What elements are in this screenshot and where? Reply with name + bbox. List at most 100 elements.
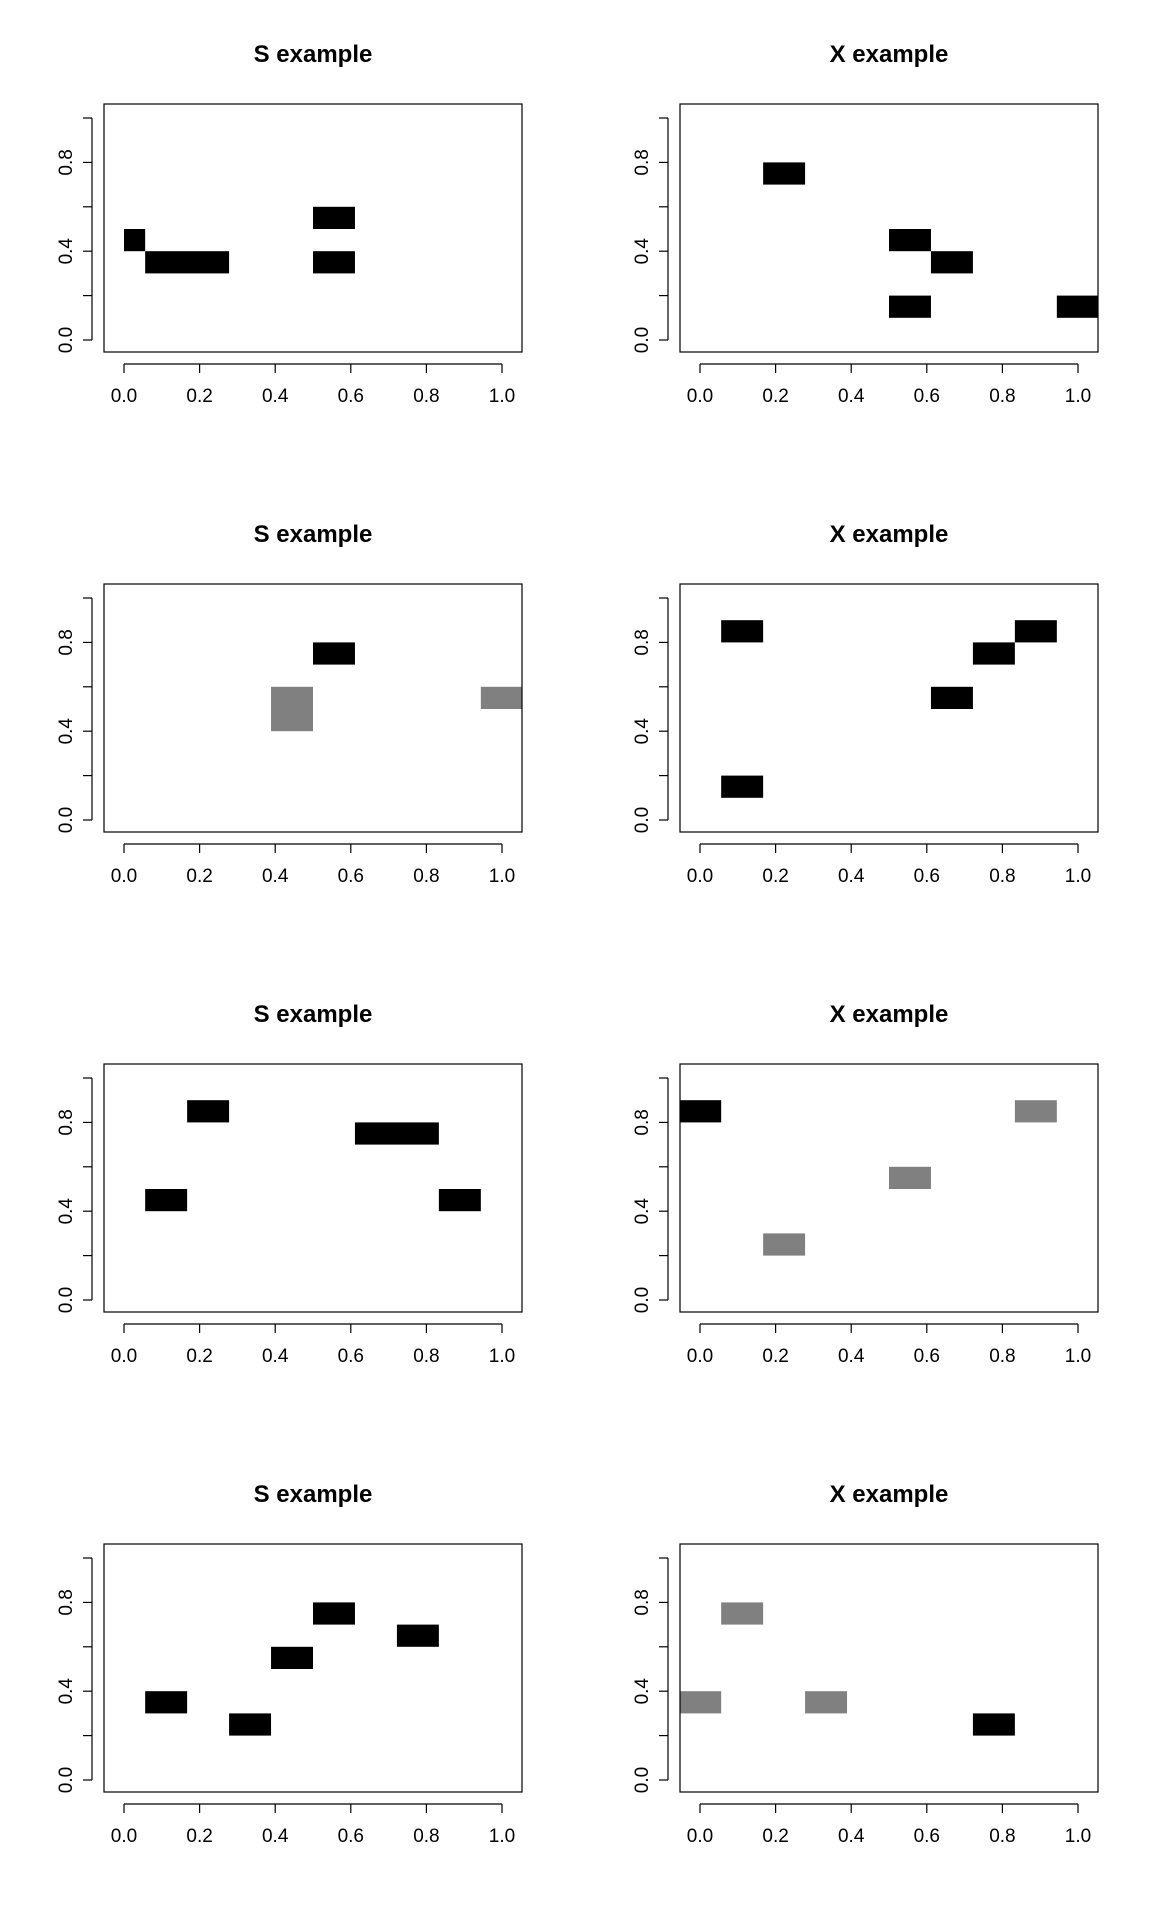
x-tick-label: 0.2	[762, 1346, 788, 1367]
y-tick-label: 0.4	[56, 238, 77, 265]
x-tick-label: 0.2	[186, 1346, 212, 1367]
x-tick-label: 0.4	[838, 1826, 865, 1847]
y-tick-label: 0.0	[632, 807, 653, 833]
x-tick-label: 0.6	[338, 1346, 364, 1367]
y-tick-label: 0.8	[632, 149, 653, 175]
x-tick-label: 1.0	[489, 386, 515, 407]
chart-panel: S example 0.0 0.2 0.4 0.6 0.8 1.0 0.0 0.4 0.8	[56, 521, 523, 887]
heatmap-cell	[889, 1166, 931, 1189]
heatmap-cell	[721, 775, 764, 798]
y-tick-label: 0.4	[632, 1198, 653, 1225]
y-tick-label: 0.8	[56, 1109, 77, 1135]
y-tick-label: 0.0	[632, 1767, 653, 1793]
heatmap-cell	[721, 1602, 764, 1625]
y-tick-label: 0.0	[56, 1767, 77, 1793]
x-tick-label: 1.0	[1065, 386, 1091, 407]
y-tick-label: 0.8	[56, 149, 77, 175]
x-tick-label: 0.4	[262, 866, 289, 887]
heatmap-cell	[1056, 295, 1098, 318]
chart-title: X example	[830, 521, 949, 548]
heatmap-cell	[721, 620, 764, 643]
x-tick-label: 0.2	[762, 386, 788, 407]
x-tick-label: 0.0	[687, 1346, 713, 1367]
x-tick-label: 1.0	[1065, 1346, 1091, 1367]
heatmap-cell	[972, 1713, 1015, 1736]
y-tick-label: 0.4	[56, 1198, 77, 1225]
chart-title: S example	[254, 41, 373, 68]
y-tick-label: 0.4	[632, 718, 653, 745]
cells-layer	[145, 1100, 481, 1212]
y-tick-label: 0.8	[632, 629, 653, 655]
x-tick-label: 0.8	[413, 1826, 439, 1847]
heatmap-cell	[187, 1100, 230, 1123]
x-tick-label: 0.4	[262, 1826, 289, 1847]
y-tick-label: 0.0	[56, 807, 77, 833]
y-tick-label: 0.8	[56, 629, 77, 655]
heatmap-cell	[229, 1713, 272, 1736]
x-tick-label: 0.6	[338, 866, 364, 887]
heatmap-cell	[972, 642, 1015, 665]
x-tick-label: 1.0	[1065, 1826, 1091, 1847]
heatmap-cell	[145, 1691, 188, 1714]
plot-frame	[679, 1063, 1099, 1313]
heatmap-cell	[763, 1233, 806, 1256]
heatmap-cell	[145, 1189, 188, 1212]
x-tick-label: 0.2	[186, 866, 212, 887]
x-tick-label: 0.4	[262, 1346, 289, 1367]
x-tick-label: 0.8	[989, 1826, 1015, 1847]
y-tick-label: 0.0	[56, 1287, 77, 1313]
x-tick-label: 0.4	[838, 386, 865, 407]
heatmap-cell	[271, 686, 313, 732]
plot-frame	[679, 103, 1099, 353]
x-tick-label: 0.0	[111, 386, 137, 407]
chart-title: S example	[254, 1001, 373, 1028]
heatmap-cell	[763, 162, 806, 185]
chart-title: S example	[254, 521, 373, 548]
plot-frame	[103, 1063, 523, 1313]
cells-layer	[271, 642, 522, 732]
heatmap-cell	[438, 1189, 481, 1212]
x-tick-label: 0.6	[338, 386, 364, 407]
x-tick-label: 0.0	[687, 866, 713, 887]
heatmap-cell	[313, 251, 355, 274]
chart-panel: X example 0.0 0.2 0.4 0.6 0.8 1.0 0.0 0.4 0.8	[632, 521, 1099, 887]
y-tick-label: 0.0	[632, 1287, 653, 1313]
y-tick-label: 0.0	[632, 327, 653, 353]
x-tick-label: 1.0	[1065, 866, 1091, 887]
plot-frame	[103, 583, 523, 833]
x-tick-label: 0.6	[914, 1346, 940, 1367]
plot-frame	[679, 1543, 1099, 1793]
heatmap-cell	[313, 1602, 355, 1625]
x-tick-label: 0.6	[338, 1826, 364, 1847]
heatmap-cell	[313, 206, 355, 229]
x-tick-label: 0.6	[914, 866, 940, 887]
y-tick-label: 0.4	[632, 238, 653, 265]
plot-frame	[679, 583, 1099, 833]
x-tick-label: 0.2	[186, 386, 212, 407]
x-tick-label: 0.8	[989, 866, 1015, 887]
heatmap-cell	[396, 1624, 439, 1647]
chart-title: S example	[254, 1481, 373, 1508]
x-tick-label: 1.0	[489, 866, 515, 887]
cells-layer	[124, 206, 355, 274]
cells-layer	[763, 162, 1098, 318]
chart-title: X example	[830, 1001, 949, 1028]
heatmap-cell	[1014, 620, 1057, 643]
chart-panel: X example 0.0 0.2 0.4 0.6 0.8 1.0 0.0 0.4 0.8	[632, 1001, 1099, 1367]
y-tick-label: 0.4	[632, 1678, 653, 1705]
x-tick-label: 0.6	[914, 386, 940, 407]
cells-layer	[721, 620, 1057, 798]
x-tick-label: 0.8	[413, 386, 439, 407]
heatmap-cell	[271, 1646, 313, 1669]
x-tick-label: 0.2	[186, 1826, 212, 1847]
y-tick-label: 0.8	[632, 1589, 653, 1615]
cells-layer	[680, 1602, 1015, 1736]
chart-panel: S example 0.0 0.2 0.4 0.6 0.8 1.0 0.0 0.4 0.8	[56, 1481, 523, 1847]
x-tick-label: 0.0	[111, 1346, 137, 1367]
heatmap-cell	[1014, 1100, 1057, 1123]
y-tick-label: 0.8	[632, 1109, 653, 1135]
heatmap-cell	[480, 686, 522, 709]
x-tick-label: 1.0	[489, 1826, 515, 1847]
plot-frame	[103, 1543, 523, 1793]
chart-panel: X example 0.0 0.2 0.4 0.6 0.8 1.0 0.0 0.4 0.8	[632, 1481, 1099, 1847]
